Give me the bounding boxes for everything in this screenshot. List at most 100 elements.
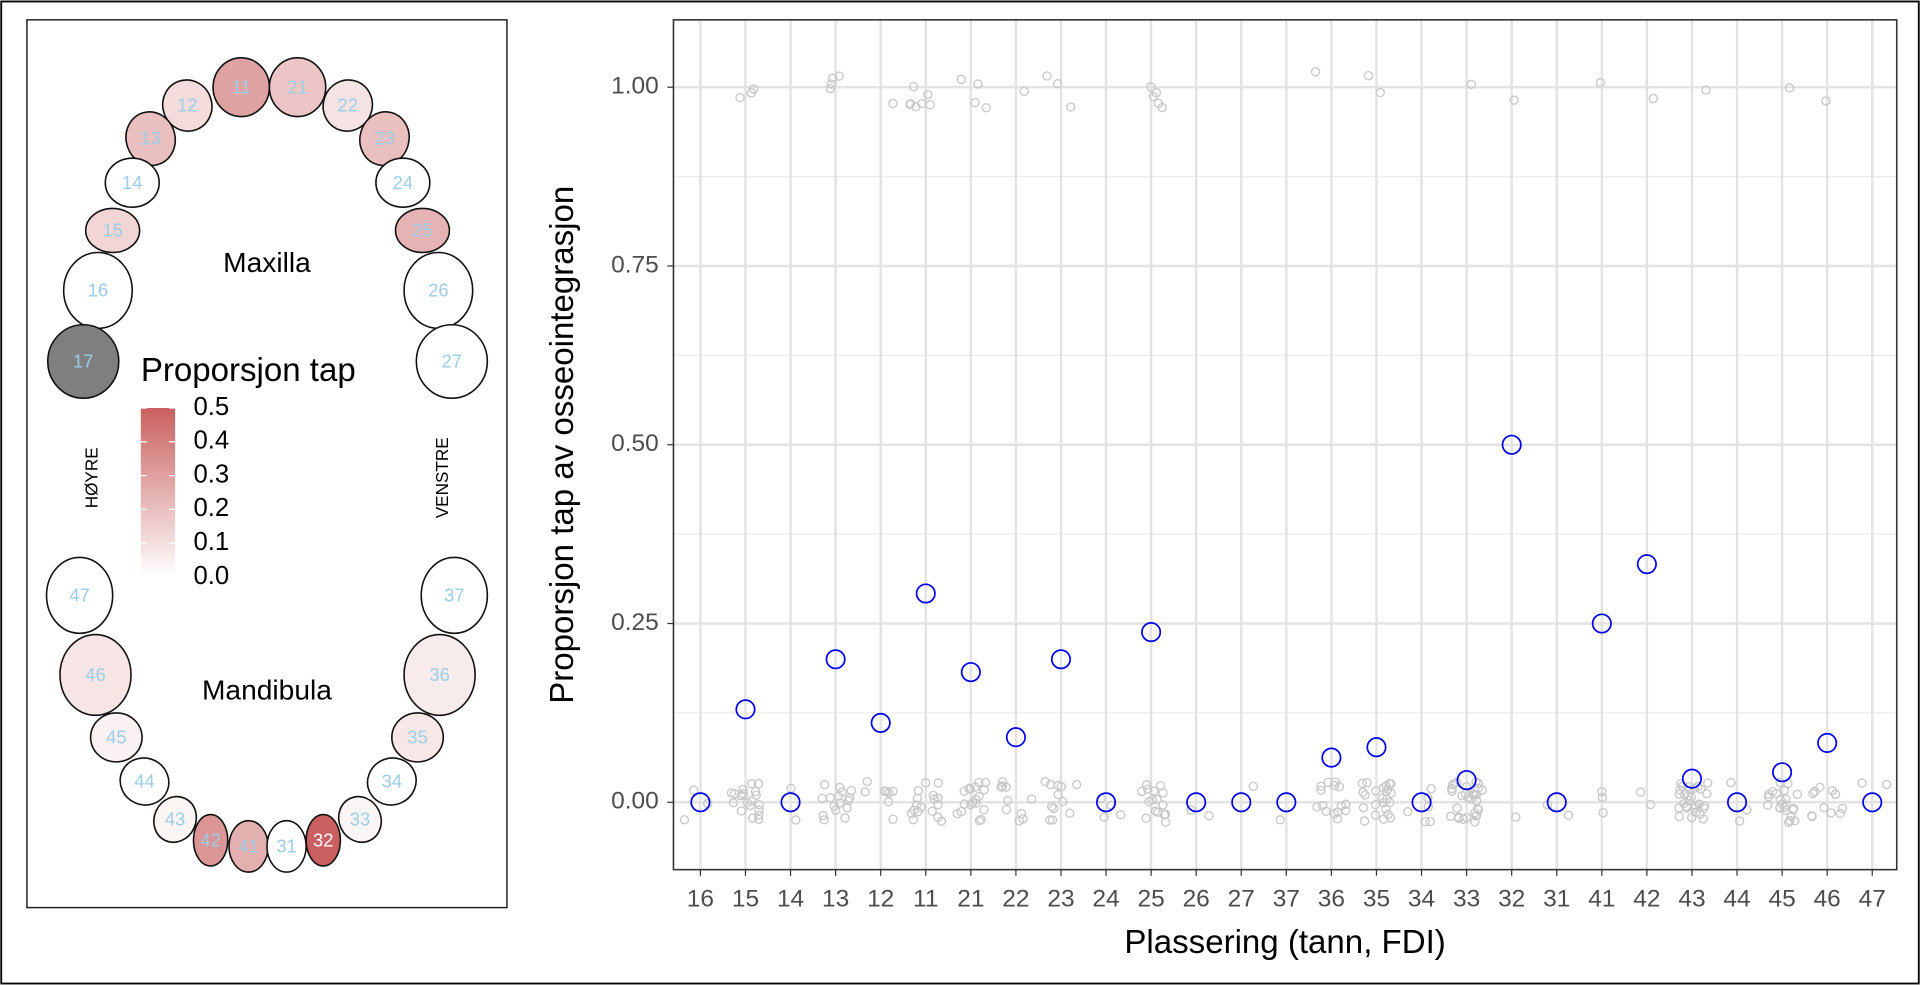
observation	[1563, 810, 1574, 821]
tooth-map: 11 21 12 22 13 23 14 24 15 25 16 26 17 27 47 37 46 36 45 35…	[45, 57, 489, 873]
observation	[1691, 807, 1701, 817]
observation	[1357, 778, 1368, 789]
observation	[1826, 808, 1836, 818]
x-tick-label: 43	[1678, 886, 1705, 913]
observation	[908, 82, 919, 92]
tooth-label: 32	[313, 829, 333, 850]
observation	[1310, 67, 1321, 77]
observation	[1150, 806, 1161, 816]
observation	[1696, 784, 1706, 794]
x-tick-label: 22	[1002, 886, 1029, 913]
dot-chart: 0.00 0.25 0.50 0.75 1.00 16 15 14 13 12 11 21 22 23 24…	[544, 19, 1898, 961]
observation	[1771, 788, 1782, 799]
observation	[936, 816, 947, 826]
tooth-label: 22	[338, 95, 358, 116]
tooth	[45, 556, 114, 635]
observation	[1423, 801, 1433, 812]
observation	[1648, 93, 1659, 104]
observation	[1334, 782, 1345, 792]
x-tick-label: 44	[1723, 886, 1750, 913]
tooth-label: 26	[428, 280, 448, 301]
proportion-point	[1321, 747, 1342, 768]
observation	[979, 805, 989, 815]
observation	[1420, 816, 1430, 827]
colorbar-tick-label: 0.0	[193, 562, 229, 590]
observation	[976, 814, 986, 825]
observation	[905, 99, 916, 109]
observation	[956, 74, 966, 85]
x-tick-label: 15	[732, 886, 759, 913]
observation	[1204, 810, 1214, 821]
observation	[1379, 798, 1389, 808]
observation	[826, 79, 837, 89]
proportion-point	[1681, 768, 1703, 789]
observation	[959, 786, 969, 796]
observation	[726, 788, 737, 798]
tooth-label: 27	[442, 351, 462, 372]
tooth	[153, 795, 198, 844]
x-tick-label: 14	[777, 886, 804, 913]
tooth-label: 36	[429, 664, 449, 685]
observation	[973, 79, 983, 89]
observation	[888, 814, 898, 824]
tooth	[366, 757, 417, 806]
observation	[1423, 792, 1433, 803]
observation	[831, 805, 841, 815]
proportion-point	[1141, 622, 1162, 643]
observation	[827, 73, 838, 83]
observation	[1019, 86, 1029, 97]
observation	[738, 789, 748, 799]
x-tick-label: 34	[1408, 886, 1435, 913]
observation	[1016, 808, 1027, 819]
observation	[753, 779, 764, 789]
tooth	[359, 111, 410, 167]
proportion-point	[960, 662, 981, 683]
tooth-label: 15	[102, 220, 122, 241]
observation	[1146, 82, 1156, 92]
observation	[1783, 817, 1794, 828]
observation	[1785, 815, 1795, 826]
side-label: HØYRE	[82, 447, 102, 508]
observation	[840, 813, 850, 823]
observation	[1678, 799, 1689, 809]
observation	[1141, 813, 1151, 823]
observation	[1595, 77, 1606, 88]
observation	[1511, 812, 1521, 822]
observation	[1099, 812, 1109, 822]
proportion-point	[1096, 792, 1117, 813]
observation	[952, 808, 963, 819]
observation	[933, 778, 943, 788]
tooth	[394, 207, 451, 254]
x-tick-label: 12	[867, 886, 894, 913]
observation	[933, 793, 943, 803]
observation	[1815, 782, 1825, 793]
tooth	[420, 556, 489, 635]
observation	[1042, 71, 1052, 81]
proportion-point	[1050, 649, 1072, 670]
observation	[829, 801, 839, 811]
observation	[1003, 795, 1013, 806]
observation	[1359, 816, 1370, 826]
observation	[846, 785, 857, 796]
observation	[1425, 816, 1435, 827]
observation	[1045, 815, 1055, 825]
x-tick-label: 24	[1092, 886, 1119, 913]
observation	[862, 776, 872, 787]
observation	[1152, 794, 1162, 805]
observation	[736, 806, 747, 816]
observation	[745, 800, 755, 811]
observation	[1047, 815, 1058, 825]
observation	[1363, 70, 1374, 81]
observation	[1058, 796, 1068, 807]
observation	[791, 815, 801, 825]
observation	[1473, 783, 1483, 793]
observation	[1447, 786, 1457, 796]
tooth-label: 23	[374, 128, 394, 149]
observation	[1386, 779, 1396, 789]
proportion-point	[1862, 792, 1883, 813]
x-tick-label: 27	[1228, 886, 1255, 913]
observation	[1684, 795, 1694, 806]
observation	[747, 778, 757, 789]
tooth-label: 47	[69, 584, 89, 605]
